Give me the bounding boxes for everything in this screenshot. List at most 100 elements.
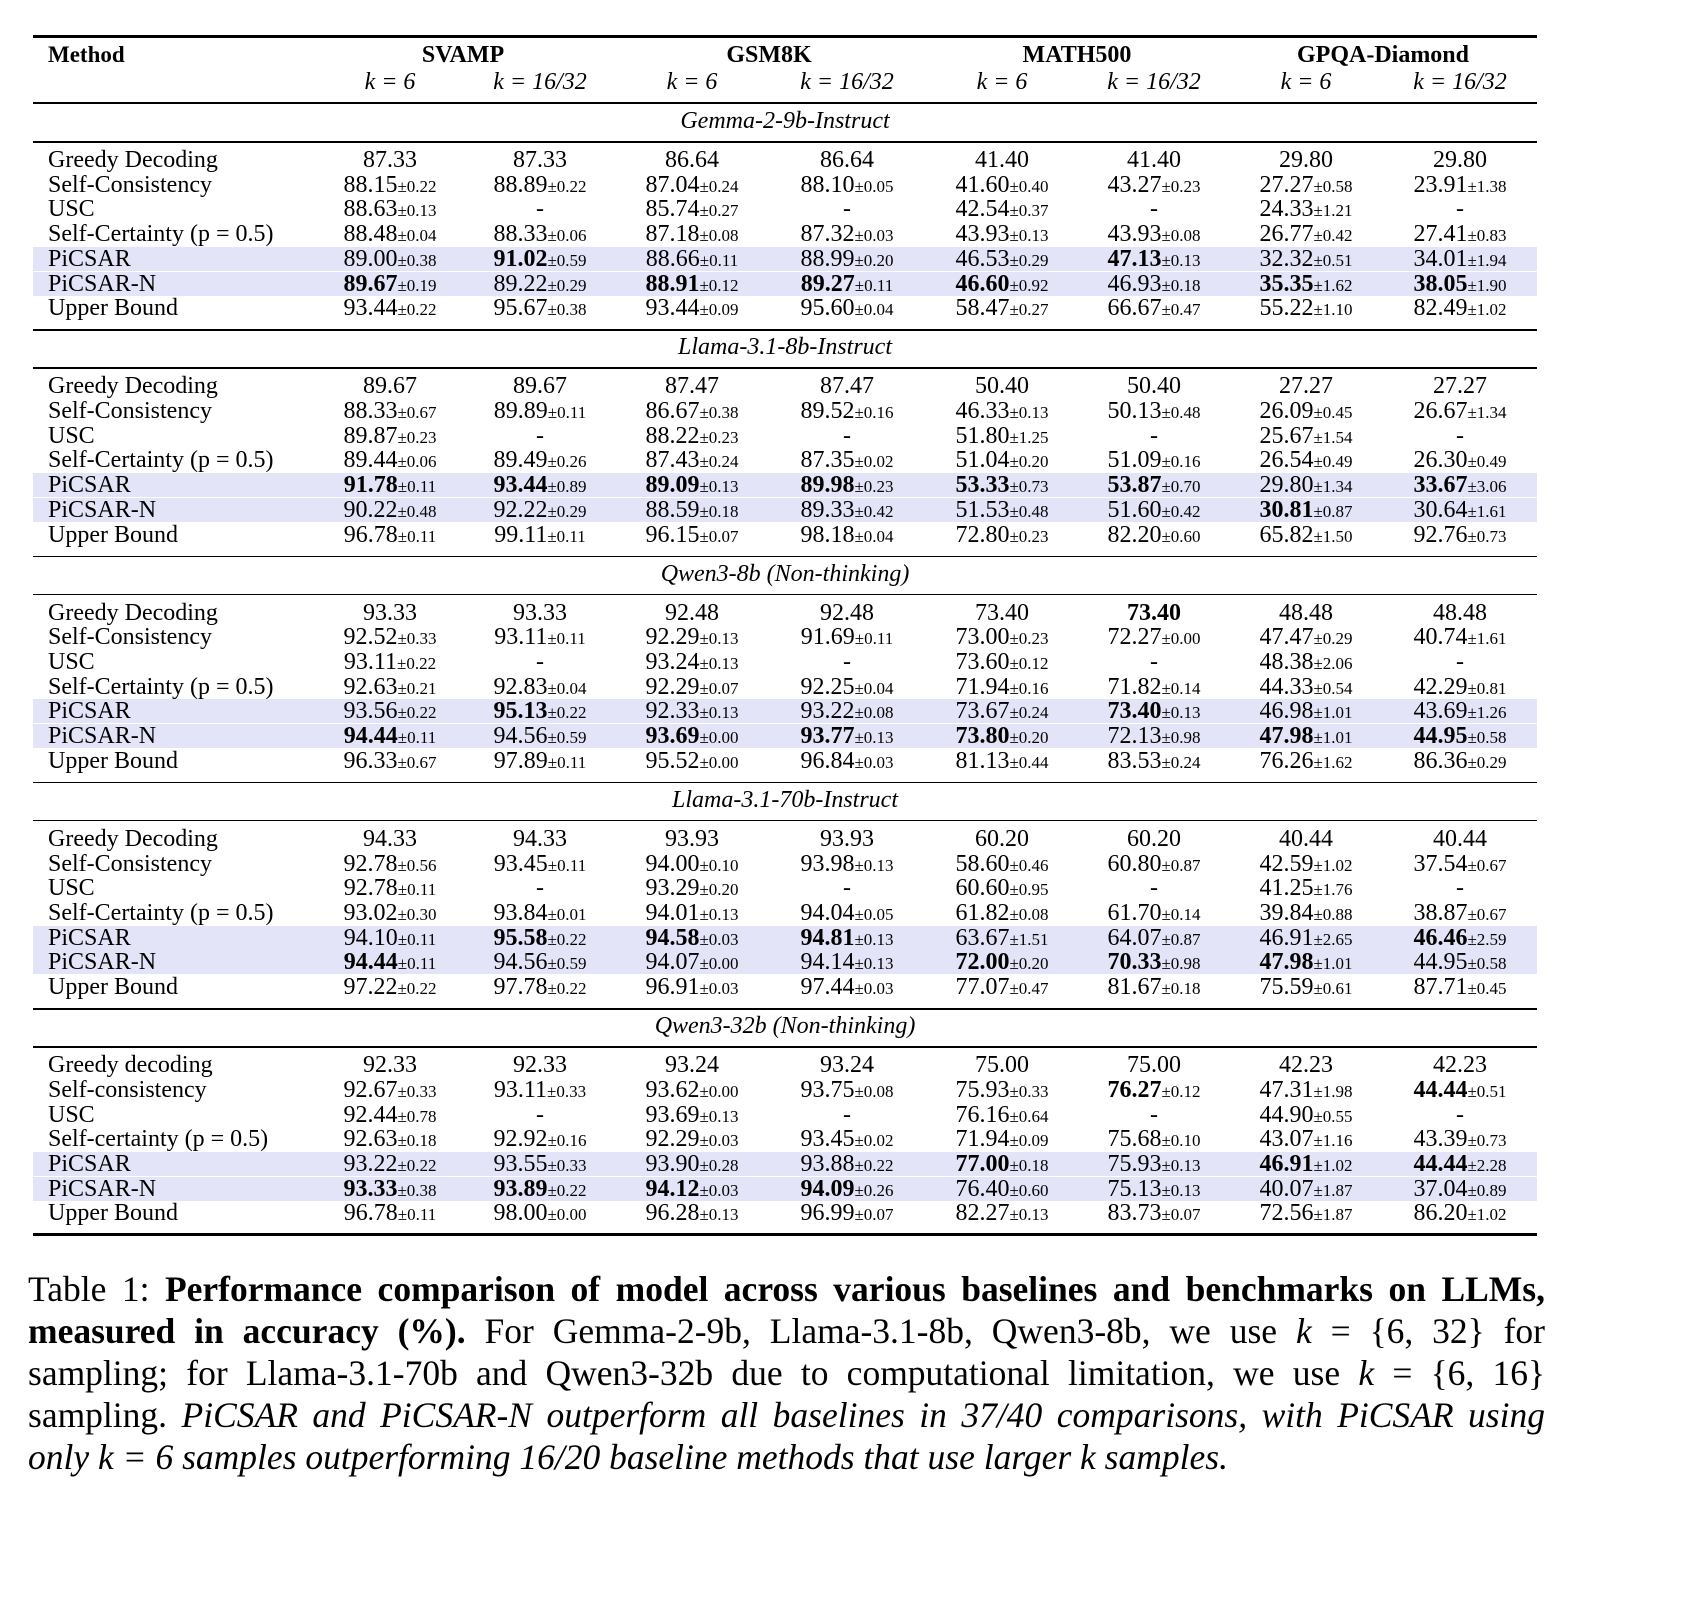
cell-value: 93.93	[820, 825, 874, 852]
cell-std: ±0.04	[854, 300, 894, 320]
cell-std: ±0.58	[1313, 176, 1353, 196]
cell-std: ±2.65	[1313, 929, 1353, 949]
cell-std: ±0.40	[1009, 176, 1049, 196]
cell-value: 94.44	[343, 949, 398, 976]
cell-std: ±0.67	[397, 403, 437, 422]
cell-value: 94.14	[800, 949, 855, 976]
cell: 51.80±1.25	[955, 422, 1048, 450]
cell: 88.63±0.13	[343, 195, 436, 223]
cell-std: ±0.03	[699, 929, 739, 949]
cell: 87.47	[665, 372, 719, 400]
cell-value: 72.00	[955, 949, 1010, 976]
cell: -	[1150, 195, 1158, 223]
cell: 92.29±0.07	[645, 673, 738, 701]
cell-value: 96.78	[343, 521, 398, 548]
cell-value: 98.18	[800, 521, 855, 548]
caption-segment: PiCSAR and PiCSAR-N outperform all basel…	[28, 1395, 1545, 1477]
cell-value: 89.67	[343, 270, 398, 297]
cell-std: ±0.45	[1467, 979, 1507, 999]
cell: 88.48±0.04	[343, 220, 436, 248]
cell-std: ±0.24	[1009, 703, 1049, 723]
cell-std: ±0.13	[854, 855, 894, 875]
cell: 94.44±0.11	[344, 948, 436, 976]
cell-value: 86.64	[820, 147, 874, 173]
cell-value: 81.67	[1107, 974, 1162, 1001]
method-name: Self-Consistency	[48, 850, 212, 877]
rule	[33, 367, 1537, 369]
cell-std: ±0.38	[699, 403, 739, 422]
cell-std: ±0.20	[1009, 728, 1049, 748]
cell-value: 41.60	[955, 171, 1010, 198]
cell-value: 93.69	[645, 1101, 700, 1128]
cell: 40.44	[1279, 825, 1333, 853]
cell-value: 47.31	[1259, 1076, 1314, 1103]
cell: 91.02±0.59	[493, 245, 586, 273]
cell: 89.49±0.26	[493, 446, 586, 474]
cell: 92.29±0.13	[645, 623, 738, 651]
cell-value: 71.94	[955, 673, 1010, 700]
cell-value: 26.77	[1259, 221, 1314, 248]
cell-value: 89.87	[343, 422, 398, 449]
cell-std: ±0.13	[699, 703, 739, 723]
cell-std: ±0.13	[854, 728, 894, 748]
cell-value: 92.44	[343, 1101, 398, 1128]
cell-value: 87.04	[645, 171, 700, 198]
cell: 44.44±0.51	[1413, 1076, 1506, 1104]
cell-std: ±0.22	[547, 1180, 587, 1200]
cell-std: ±0.00	[699, 752, 739, 772]
cell-value: 44.33	[1259, 673, 1314, 700]
cell-std: ±0.59	[547, 250, 587, 270]
cell-value: 73.80	[955, 723, 1010, 750]
cell: 64.07±0.87	[1107, 924, 1200, 952]
cell-std: ±0.22	[547, 929, 587, 949]
cell-value: 92.52	[343, 624, 398, 651]
cell: 47.98±1.01	[1259, 722, 1352, 750]
cell: 92.44±0.78	[343, 1101, 436, 1129]
cell-value: 76.26	[1259, 747, 1314, 774]
cell-value: 93.33	[513, 599, 567, 626]
cell: 76.26±1.62	[1259, 747, 1352, 775]
cell: 93.84±0.01	[493, 899, 586, 927]
cell-value: 25.67	[1259, 422, 1314, 449]
cell-std: ±1.61	[1467, 501, 1507, 521]
cell-value: 91.69	[800, 624, 855, 651]
cell: 95.52±0.00	[645, 747, 738, 775]
cell-value: -	[1456, 649, 1464, 675]
cell-value: 72.80	[955, 521, 1010, 548]
cell: 42.59±1.02	[1259, 850, 1352, 878]
cell: 94.58±0.03	[645, 924, 738, 952]
cell-std: ±0.37	[1009, 201, 1049, 221]
cell-value: 73.40	[975, 599, 1029, 626]
cell-value: 82.20	[1107, 521, 1162, 548]
cell: 51.60±0.42	[1107, 496, 1200, 524]
cell-std: ±0.11	[547, 629, 586, 649]
cell-value: 89.67	[513, 373, 567, 400]
cell: 73.80±0.20	[955, 722, 1048, 750]
cell: 96.84±0.03	[800, 747, 893, 775]
cell: 53.33±0.73	[955, 471, 1048, 499]
cell-std: ±0.87	[1161, 929, 1201, 949]
cell-value: 97.89	[493, 747, 548, 774]
cell-value: 43.93	[955, 221, 1010, 248]
cell: -	[1150, 874, 1158, 902]
cell-std: ±0.04	[854, 678, 894, 698]
cell-std: ±0.30	[397, 905, 437, 924]
cell: 73.40	[975, 599, 1029, 627]
cell: 87.32±0.03	[800, 220, 893, 248]
cell-value: 93.75	[800, 1076, 855, 1103]
cell: 93.11±0.33	[494, 1076, 586, 1104]
cell-value: 88.10	[800, 171, 855, 198]
cell: 39.84±0.88	[1259, 899, 1352, 927]
cell-std: ±0.22	[547, 703, 587, 723]
header-method: Method	[48, 42, 125, 67]
cell-std: ±0.11	[699, 250, 739, 270]
cell-std: ±0.92	[1009, 275, 1049, 295]
cell-value: 81.13	[955, 747, 1010, 774]
cell-value: 87.18	[645, 221, 700, 248]
cell-std: ±1.87	[1313, 1205, 1353, 1225]
cell-std: ±1.34	[1467, 403, 1507, 422]
cell-value: 44.95	[1413, 949, 1468, 976]
cell: 76.16±0.64	[955, 1101, 1048, 1129]
cell-value: -	[1150, 196, 1158, 223]
